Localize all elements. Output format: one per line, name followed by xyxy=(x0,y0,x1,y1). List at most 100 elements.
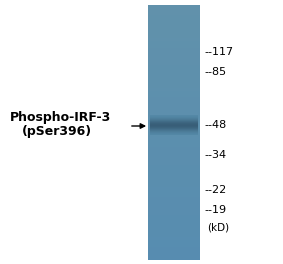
Bar xyxy=(148,250,200,251)
Bar xyxy=(148,18,200,20)
Bar xyxy=(148,82,200,83)
Bar xyxy=(148,213,200,214)
Bar xyxy=(148,15,200,17)
Bar xyxy=(148,213,200,215)
Bar xyxy=(148,81,200,83)
Bar xyxy=(148,206,200,208)
Bar xyxy=(148,87,200,88)
Bar xyxy=(150,126,198,127)
Bar xyxy=(148,58,200,59)
Bar xyxy=(148,84,200,86)
Bar xyxy=(148,135,200,137)
Bar xyxy=(148,214,200,215)
Bar xyxy=(148,186,200,187)
Bar xyxy=(148,239,200,240)
Bar xyxy=(148,125,200,126)
Bar xyxy=(148,199,200,200)
Bar xyxy=(148,13,200,15)
Bar xyxy=(148,99,200,100)
Bar xyxy=(148,76,200,77)
Bar xyxy=(148,123,200,124)
Bar xyxy=(148,107,200,108)
Bar xyxy=(148,134,200,135)
Bar xyxy=(148,226,200,227)
Bar xyxy=(148,8,200,9)
Bar xyxy=(148,180,200,182)
Bar xyxy=(148,132,200,133)
Bar xyxy=(148,51,200,52)
Bar xyxy=(148,113,200,115)
Bar xyxy=(150,120,198,121)
Bar xyxy=(148,206,200,207)
Bar xyxy=(148,196,200,197)
Bar xyxy=(148,94,200,95)
Bar xyxy=(148,63,200,65)
Bar xyxy=(148,129,200,131)
Bar xyxy=(148,78,200,79)
Bar xyxy=(148,171,200,172)
Bar xyxy=(148,16,200,17)
Bar xyxy=(148,35,200,37)
Bar xyxy=(148,23,200,25)
Bar xyxy=(148,121,200,122)
Bar xyxy=(148,244,200,245)
Bar xyxy=(148,119,200,121)
Bar xyxy=(148,20,200,22)
Bar xyxy=(148,111,200,112)
Bar xyxy=(148,237,200,238)
Bar xyxy=(148,11,200,12)
Bar xyxy=(148,185,200,186)
Bar xyxy=(148,38,200,39)
Bar xyxy=(150,116,198,117)
Bar xyxy=(150,123,198,124)
Bar xyxy=(148,29,200,30)
Bar xyxy=(148,157,200,158)
Bar xyxy=(148,177,200,178)
Bar xyxy=(148,54,200,55)
Bar xyxy=(148,157,200,159)
Bar xyxy=(148,197,200,199)
Bar xyxy=(148,131,200,133)
Bar xyxy=(148,234,200,236)
Bar xyxy=(148,71,200,72)
Bar xyxy=(148,31,200,32)
Bar xyxy=(148,205,200,206)
Bar xyxy=(148,142,200,144)
Bar xyxy=(148,41,200,43)
Bar xyxy=(148,190,200,192)
Bar xyxy=(148,192,200,194)
Bar xyxy=(148,32,200,34)
Bar xyxy=(148,189,200,190)
Bar xyxy=(148,90,200,91)
Bar xyxy=(148,162,200,163)
Bar xyxy=(148,93,200,95)
Bar xyxy=(148,22,200,23)
Text: --48: --48 xyxy=(204,120,226,130)
Bar xyxy=(148,253,200,254)
Bar xyxy=(148,172,200,173)
Bar xyxy=(148,204,200,205)
Bar xyxy=(148,180,200,181)
Bar xyxy=(150,134,198,135)
Bar xyxy=(148,178,200,180)
Bar xyxy=(148,236,200,238)
Bar xyxy=(150,117,198,118)
Bar xyxy=(148,43,200,44)
Bar xyxy=(148,102,200,103)
Bar xyxy=(148,247,200,248)
Bar xyxy=(150,132,198,133)
Bar xyxy=(148,229,200,230)
Bar xyxy=(148,12,200,13)
Bar xyxy=(150,125,198,126)
Bar xyxy=(148,254,200,255)
Bar xyxy=(148,140,200,141)
Bar xyxy=(148,109,200,111)
Bar xyxy=(148,203,200,204)
Bar xyxy=(148,246,200,247)
Bar xyxy=(148,196,200,198)
Bar xyxy=(150,118,198,119)
Bar xyxy=(148,26,200,27)
Bar xyxy=(148,143,200,144)
Bar xyxy=(150,122,198,123)
Bar xyxy=(148,101,200,102)
